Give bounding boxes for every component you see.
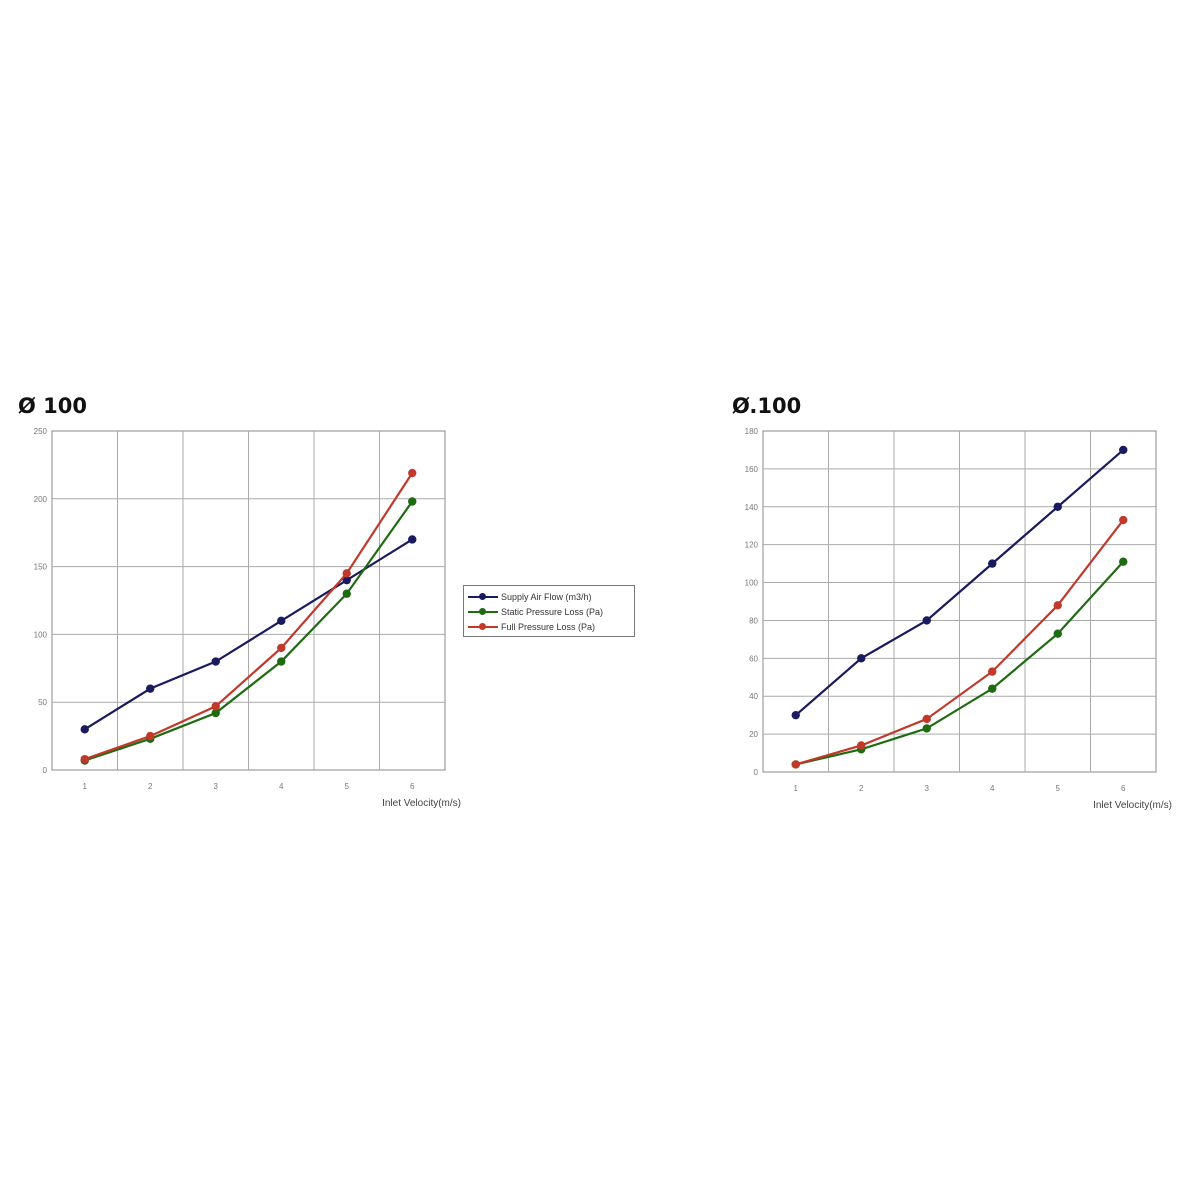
series-line-2 xyxy=(795,519,1125,766)
x-tick-label: 1 xyxy=(83,782,88,791)
y-tick-label: 80 xyxy=(749,616,758,625)
data-point xyxy=(408,535,417,544)
chart-legend: Supply Air Flow (m3/h) Static Pressure L… xyxy=(463,585,635,637)
x-tick-label: 3 xyxy=(925,784,930,793)
data-point xyxy=(1119,557,1128,566)
data-point xyxy=(408,468,417,478)
data-point xyxy=(80,725,89,734)
data-point xyxy=(791,760,800,769)
series-line-1 xyxy=(84,500,414,762)
data-point xyxy=(80,754,89,764)
y-tick-label: 50 xyxy=(38,698,47,707)
x-tick-label: 4 xyxy=(279,782,284,791)
right-chart-title: Ø.100 xyxy=(732,394,802,418)
data-point xyxy=(408,497,417,506)
data-point xyxy=(342,575,351,585)
data-point xyxy=(857,654,866,663)
data-point xyxy=(342,589,351,598)
y-tick-label: 250 xyxy=(34,427,48,436)
data-point xyxy=(922,616,931,625)
legend-swatch-supply-air-flow xyxy=(468,592,498,600)
legend-label: Full Pressure Loss (Pa) xyxy=(501,621,596,632)
legend-label: Static Pressure Loss (Pa) xyxy=(501,606,604,617)
y-tick-label: 60 xyxy=(749,654,758,663)
data-point xyxy=(791,710,800,720)
y-tick-label: 150 xyxy=(34,563,48,572)
data-point xyxy=(277,616,286,626)
data-point xyxy=(1119,445,1128,455)
x-axis-label: Inlet Velocity(m/s) xyxy=(382,798,461,809)
data-point xyxy=(857,741,866,750)
legend-swatch-static-pressure-loss xyxy=(468,607,498,615)
x-tick-label: 1 xyxy=(794,784,799,793)
data-point xyxy=(277,657,286,666)
data-point xyxy=(211,702,220,711)
x-tick-label: 6 xyxy=(1121,784,1126,793)
data-point xyxy=(1119,515,1128,525)
data-point xyxy=(988,559,997,568)
legend-item-supply-air-flow: Supply Air Flow (m3/h) xyxy=(468,589,630,604)
legend-item-full-pressure-loss: Full Pressure Loss (Pa) xyxy=(468,619,630,634)
data-point xyxy=(988,667,997,676)
y-tick-label: 100 xyxy=(745,579,759,588)
y-tick-label: 20 xyxy=(749,730,758,739)
left-chart-title: Ø 100 xyxy=(18,394,87,418)
series-line-0 xyxy=(84,538,413,731)
x-tick-label: 5 xyxy=(345,782,350,791)
y-tick-label: 100 xyxy=(34,630,48,639)
y-tick-label: 120 xyxy=(745,541,759,550)
x-axis-label: Inlet Velocity(m/s) xyxy=(1093,800,1172,811)
y-tick-label: 200 xyxy=(34,495,48,504)
x-tick-label: 5 xyxy=(1056,784,1061,793)
y-tick-label: 0 xyxy=(754,768,759,777)
y-tick-label: 160 xyxy=(745,465,759,474)
data-point xyxy=(1053,629,1062,638)
data-point xyxy=(342,569,351,578)
data-point xyxy=(1053,601,1062,610)
data-point xyxy=(922,714,931,724)
data-point xyxy=(211,657,220,666)
x-tick-label: 2 xyxy=(148,782,153,791)
series-line-0 xyxy=(795,449,1124,716)
y-tick-label: 40 xyxy=(749,692,758,701)
data-point xyxy=(146,684,155,693)
legend-swatch-full-pressure-loss xyxy=(468,622,498,630)
y-tick-label: 0 xyxy=(43,766,48,775)
y-tick-label: 140 xyxy=(745,503,759,512)
data-point xyxy=(922,724,931,733)
x-tick-label: 4 xyxy=(990,784,995,793)
legend-item-static-pressure-loss: Static Pressure Loss (Pa) xyxy=(468,604,630,619)
x-tick-label: 2 xyxy=(859,784,864,793)
data-point xyxy=(211,708,220,718)
data-point xyxy=(146,731,155,741)
data-point xyxy=(277,643,286,653)
data-point xyxy=(988,684,997,693)
data-point xyxy=(1053,502,1062,511)
legend-label: Supply Air Flow (m3/h) xyxy=(501,591,592,602)
x-tick-label: 6 xyxy=(410,782,415,791)
series-line-1 xyxy=(795,560,1125,766)
series-line-2 xyxy=(84,472,414,761)
y-tick-label: 180 xyxy=(745,427,759,436)
x-tick-label: 3 xyxy=(214,782,219,791)
